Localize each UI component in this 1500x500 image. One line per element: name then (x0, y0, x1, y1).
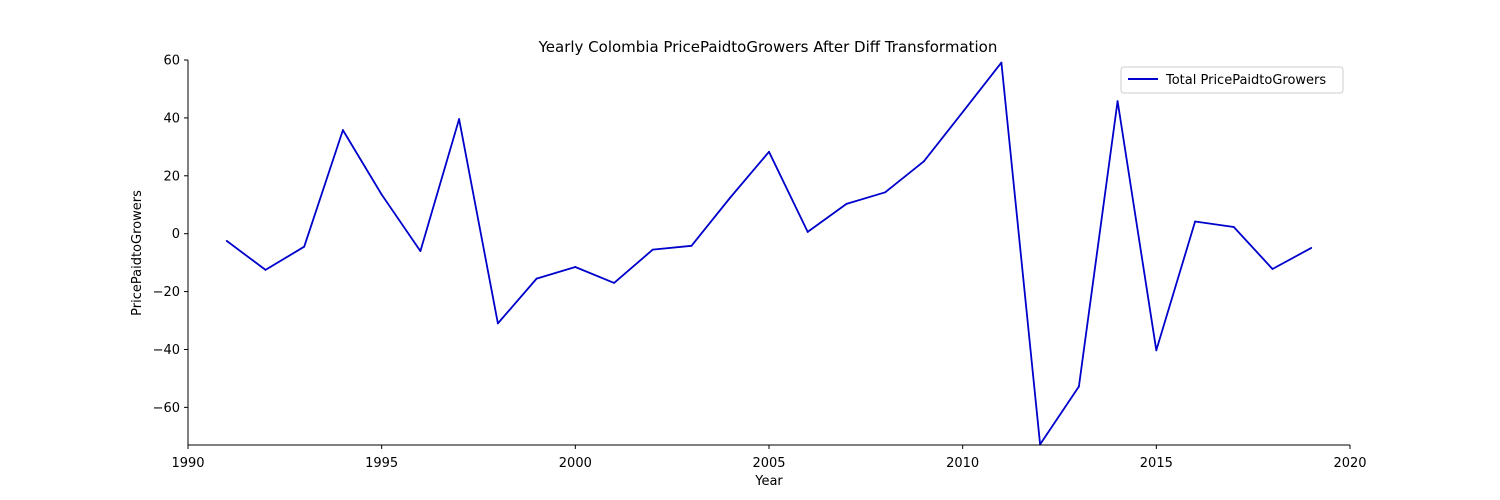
data-point (1194, 220, 1196, 223)
data-point (1232, 226, 1235, 228)
y-tick-label: 0 (172, 227, 180, 242)
data-point (729, 196, 732, 199)
data-point (458, 118, 461, 120)
data-point (1310, 246, 1313, 249)
data-point (1000, 61, 1003, 64)
x-tick-label: 1990 (171, 456, 204, 471)
data-point (535, 277, 538, 280)
legend-label: Total PricePaidtoGrowers (1165, 73, 1326, 88)
plot-area (225, 61, 1313, 446)
data-point (1271, 268, 1274, 270)
series-line (226, 61, 1312, 446)
data-point (961, 111, 964, 114)
data-point (496, 322, 499, 325)
legend-box (1120, 66, 1344, 94)
x-tick-label: 2020 (1333, 456, 1366, 471)
data-point (806, 231, 809, 233)
data-point (342, 129, 344, 131)
x-axis-label: Year (754, 474, 783, 489)
y-axis-label: PricePaidtoGrowers (130, 190, 145, 316)
data-point (1116, 100, 1119, 103)
data-point (690, 244, 693, 247)
data-point (1155, 349, 1158, 352)
x-axis-ticks: 1990 1995 2000 2005 2010 2015 2020 (171, 445, 1367, 471)
data-point (923, 160, 925, 163)
y-tick-label: −20 (153, 285, 180, 300)
data-point (303, 245, 306, 248)
y-tick-label: 60 (163, 54, 180, 69)
y-axis-ticks: −60 −40 −20 0 20 40 60 (153, 54, 188, 416)
x-tick-label: 2010 (946, 456, 979, 471)
x-tick-label: 1995 (365, 456, 398, 471)
data-point (884, 191, 887, 194)
x-tick-label: 2015 (1140, 456, 1173, 471)
data-point (419, 250, 422, 252)
data-point (845, 202, 848, 205)
data-point (574, 266, 577, 268)
x-tick-label: 2000 (559, 456, 592, 471)
chart-title: Yearly Colombia PricePaidtoGrowers After… (538, 38, 998, 56)
y-tick-label: −60 (153, 401, 180, 416)
data-point (613, 281, 615, 284)
y-tick-label: 20 (163, 169, 180, 184)
data-point (768, 150, 770, 153)
data-point (225, 240, 228, 242)
y-tick-label: −40 (153, 343, 180, 358)
data-point (380, 193, 383, 196)
data-point (1077, 385, 1080, 388)
legend: Total PricePaidtoGrowers (1120, 66, 1344, 94)
x-tick-label: 2005 (752, 456, 785, 471)
data-point (651, 248, 654, 251)
y-tick-label: 40 (163, 111, 180, 126)
data-point (264, 268, 267, 271)
